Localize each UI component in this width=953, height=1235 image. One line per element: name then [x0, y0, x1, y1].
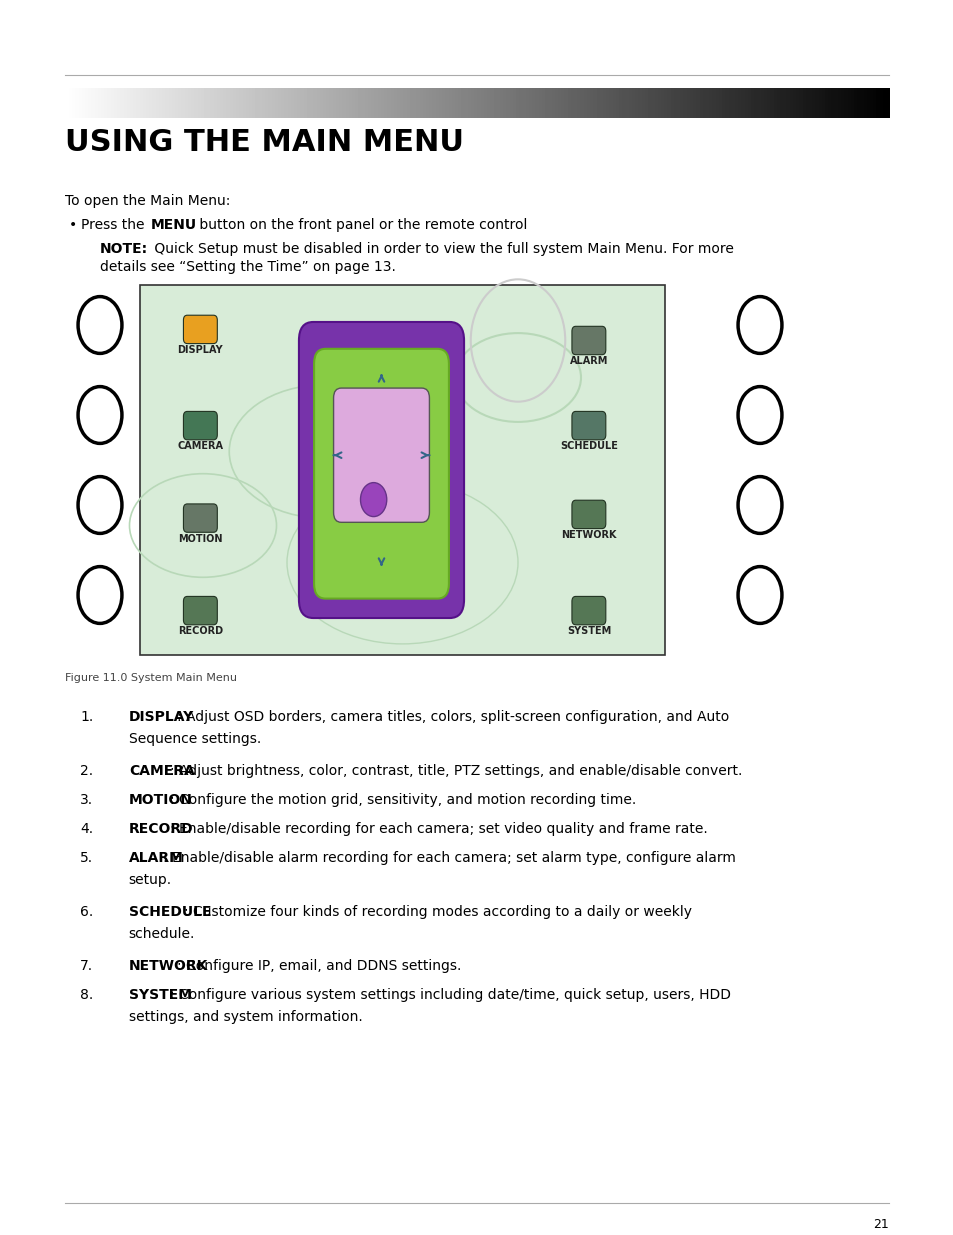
Text: 5.: 5. [80, 851, 93, 864]
Text: Quick Setup must be disabled in order to view the full system Main Menu. For mor: Quick Setup must be disabled in order to… [150, 242, 733, 256]
Text: USING THE MAIN MENU: USING THE MAIN MENU [65, 128, 463, 157]
FancyBboxPatch shape [572, 411, 605, 440]
Text: : Enable/disable alarm recording for each camera; set alarm type, configure alar: : Enable/disable alarm recording for eac… [163, 851, 735, 864]
Text: 21: 21 [872, 1218, 888, 1231]
Text: ALARM: ALARM [129, 851, 184, 864]
FancyBboxPatch shape [298, 322, 463, 618]
Text: DISPLAY: DISPLAY [177, 345, 223, 354]
FancyBboxPatch shape [183, 315, 217, 343]
FancyBboxPatch shape [572, 597, 605, 625]
Text: MOTION: MOTION [178, 534, 222, 543]
Text: 7.: 7. [80, 960, 93, 973]
Text: NOTE:: NOTE: [100, 242, 148, 256]
Text: ALARM: ALARM [569, 356, 607, 366]
Text: : Adjust brightness, color, contrast, title, PTZ settings, and enable/disable co: : Adjust brightness, color, contrast, ti… [170, 764, 741, 778]
Text: RECORD: RECORD [177, 626, 223, 636]
Text: 2.: 2. [80, 764, 93, 778]
Text: 3.: 3. [80, 793, 93, 806]
Text: SCHEDULE: SCHEDULE [129, 905, 211, 919]
Text: details see “Setting the Time” on page 13.: details see “Setting the Time” on page 1… [100, 261, 395, 274]
Text: : Configure IP, email, and DDNS settings.: : Configure IP, email, and DDNS settings… [176, 960, 460, 973]
Text: : Customize four kinds of recording modes according to a daily or weekly: : Customize four kinds of recording mode… [184, 905, 691, 919]
Ellipse shape [321, 587, 452, 613]
Text: 8.: 8. [80, 988, 93, 1002]
Text: SYSTEM: SYSTEM [129, 988, 192, 1002]
Text: •: • [69, 219, 77, 232]
FancyBboxPatch shape [572, 326, 605, 354]
Text: schedule.: schedule. [129, 927, 195, 941]
Text: SCHEDULE: SCHEDULE [559, 441, 618, 451]
FancyBboxPatch shape [314, 348, 449, 599]
FancyBboxPatch shape [183, 504, 217, 532]
Text: Sequence settings.: Sequence settings. [129, 732, 261, 746]
Text: Press the: Press the [81, 219, 149, 232]
Text: : Configure the motion grid, sensitivity, and motion recording time.: : Configure the motion grid, sensitivity… [170, 793, 636, 806]
FancyBboxPatch shape [183, 411, 217, 440]
Text: 1.: 1. [80, 710, 93, 724]
Text: 6.: 6. [80, 905, 93, 919]
Text: SYSTEM: SYSTEM [566, 626, 610, 636]
Text: MENU: MENU [151, 219, 196, 232]
FancyBboxPatch shape [572, 500, 605, 529]
Text: RECORD: RECORD [129, 823, 193, 836]
Text: MOTION: MOTION [129, 793, 193, 806]
Text: : Adjust OSD borders, camera titles, colors, split-screen configuration, and Aut: : Adjust OSD borders, camera titles, col… [176, 710, 728, 724]
Text: setup.: setup. [129, 873, 172, 887]
FancyBboxPatch shape [183, 597, 217, 625]
Circle shape [360, 483, 386, 516]
Text: CAMERA: CAMERA [129, 764, 194, 778]
Text: settings, and system information.: settings, and system information. [129, 1010, 362, 1024]
Text: : Enable/disable recording for each camera; set video quality and frame rate.: : Enable/disable recording for each came… [170, 823, 707, 836]
Text: NETWORK: NETWORK [560, 530, 616, 540]
Text: CAMERA: CAMERA [177, 441, 223, 451]
Text: To open the Main Menu:: To open the Main Menu: [65, 194, 230, 207]
Text: NETWORK: NETWORK [129, 960, 208, 973]
Text: 4.: 4. [80, 823, 93, 836]
Text: button on the front panel or the remote control: button on the front panel or the remote … [194, 219, 526, 232]
Text: : Configure various system settings including date/time, quick setup, users, HDD: : Configure various system settings incl… [170, 988, 730, 1002]
Text: DISPLAY: DISPLAY [129, 710, 193, 724]
Text: Figure 11.0 System Main Menu: Figure 11.0 System Main Menu [65, 673, 236, 683]
FancyBboxPatch shape [334, 388, 429, 522]
Bar [140, 285, 664, 655]
